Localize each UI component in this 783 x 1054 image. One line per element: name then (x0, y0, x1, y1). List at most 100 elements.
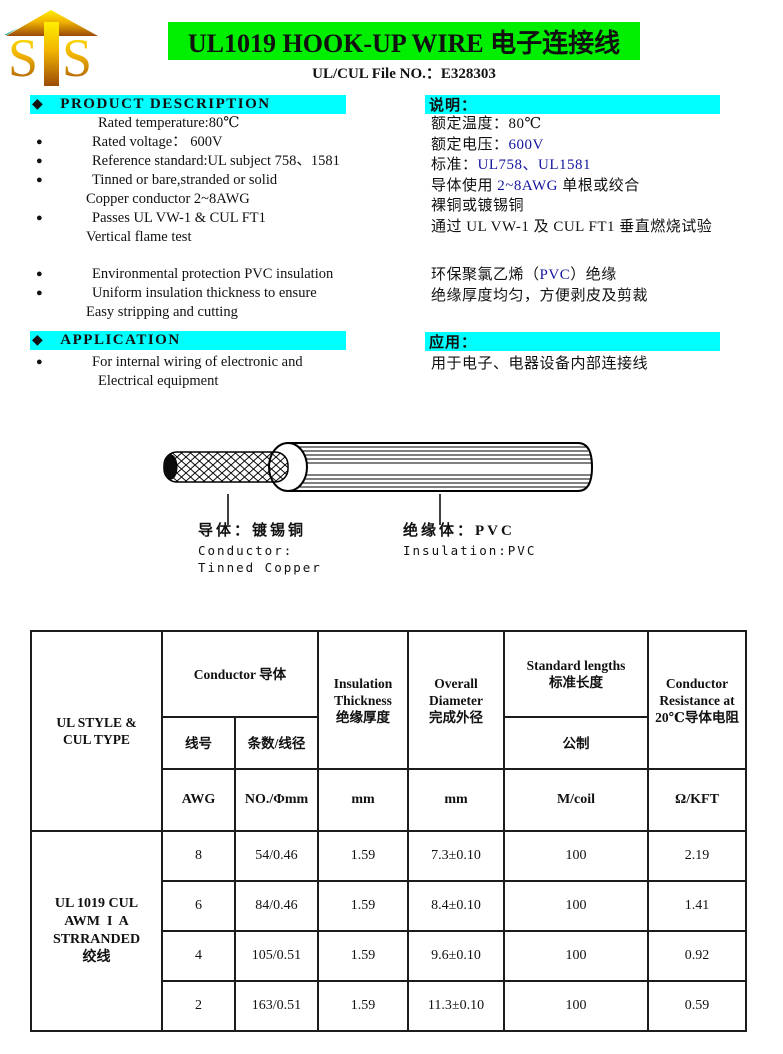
text-line: 用于电子、电器设备内部连接线 (425, 354, 760, 375)
conductor-label-en: Conductor: (198, 543, 294, 558)
unit-cell: NO./Φmm (234, 768, 319, 832)
spec-value-cell: 11.3±0.10 (407, 980, 505, 1032)
insulation-label-cn: 绝缘体：PVC (403, 523, 515, 539)
spec-value-cell: 7.3±0.10 (407, 830, 505, 882)
application-cn-title: 应用： (429, 335, 478, 351)
table-row: 6 84/0.46 1.59 8.4±0.10 100 1.41 (31, 880, 747, 932)
text-segment: 用于电子、电器设备内部连接线 (431, 356, 649, 372)
spec-value-cell: 6 (161, 880, 236, 932)
insulation-label: 绝缘体：PVC Insulation:PVC (403, 521, 536, 559)
spec-value-cell: 163/0.51 (234, 980, 319, 1032)
circle-bullet-icon: ● (36, 356, 43, 368)
text-segment: 导体使用 (431, 177, 498, 194)
col-header-overall-diameter: Overall Diameter 完成外径 (407, 630, 505, 770)
diamond-bullet-icon: ◆ (32, 333, 45, 348)
spec-value-cell: 9.6±0.10 (407, 930, 505, 982)
file-number: UL/CUL File NO.：E328303 (312, 66, 496, 82)
conductor-end-cap (164, 454, 178, 480)
spec-value-cell: 1.59 (317, 880, 409, 932)
text-line: ● Passes UL VW-1 & CUL FT1 (30, 209, 402, 228)
application-cn-header: 应用： (425, 332, 720, 351)
unit-cell: AWG (161, 768, 236, 832)
text-line: Copper conductor 2~8AWG (30, 190, 402, 209)
text-line: 通过 UL VW-1 及 CUL FT1 垂直燃烧试验 (425, 217, 760, 238)
product-description-items: Rated temperature:80℃ ● Rated voltage： 600… (30, 114, 402, 322)
conductor-label: 导体：镀锡铜 Conductor: Tinned Copper (198, 521, 322, 576)
table-row: 2 163/0.51 1.59 11.3±0.10 100 0.59 (31, 980, 747, 1032)
application-items: ● For internal wiring of electronic and El… (30, 353, 402, 391)
insulation-hatch-lines (290, 446, 591, 488)
spec-value-cell: 1.41 (647, 880, 747, 932)
text-segment: 额定温度：80℃ (431, 116, 542, 132)
text-line: 环保聚氯乙烯（PVC）绝缘 (425, 265, 760, 286)
spec-value-cell: 0.92 (647, 930, 747, 982)
diamond-bullet-icon: ◆ (32, 97, 45, 112)
conductor-label-cn: 导体：镀锡铜 (198, 523, 307, 539)
logo-accent-sliver (4, 28, 18, 35)
col-header-strands: 条数/线径 (234, 716, 319, 770)
ul-style-cell: UL 1019 CUL AWM I A STRRANDED 绞线 (30, 830, 163, 1032)
text-segment: 绝缘厚度均匀，方便剥皮及剪裁 (431, 287, 649, 304)
text-segment: ）绝缘 (570, 267, 617, 283)
text-line: 标准：UL758、UL1581 (425, 155, 760, 176)
text-line: ● Reference standard:UL subject 758、1581 (30, 152, 402, 171)
wire-diagram (163, 442, 594, 525)
text-segment: Electrical equipment (98, 373, 219, 389)
text-line: ● For internal wiring of electronic and (30, 353, 402, 372)
description-cn-items: 额定温度：80℃ 额定电压：600V 标准：UL758、UL1581 导体使用 2~8… (425, 114, 760, 306)
text-line: 导体使用 2~8AWG 单根或绞合 (425, 176, 760, 197)
text-line: ● Uniform insulation thickness to ensure (30, 284, 402, 303)
text-segment: Passes UL VW-1 & CUL FT1 (92, 210, 266, 226)
spec-value-cell: 8 (161, 830, 236, 882)
spec-value-cell: 105/0.51 (234, 930, 319, 982)
circle-bullet-icon: ● (36, 287, 43, 299)
sts-logo: S S (4, 10, 98, 88)
text-line: ● Tinned or bare,stranded or solid (30, 171, 402, 190)
application-header: ◆ APPLICATION (30, 331, 346, 350)
spec-value-cell: 0.59 (647, 980, 747, 1032)
spec-value-cell: 100 (503, 980, 649, 1032)
table-row: 4 105/0.51 1.59 9.6±0.10 100 0.92 (31, 930, 747, 982)
spec-value-cell: 100 (503, 930, 649, 982)
col-header-resistance: Conductor Resistance at 20℃导体电阻 (647, 630, 747, 770)
logo-letter-s-left: S (8, 28, 38, 88)
col-header-ul-style: UL STYLE & CUL TYPE (30, 630, 163, 832)
logo-arrow-shaft (44, 22, 59, 86)
text-line: Vertical flame test (30, 228, 402, 247)
col-header-standard-lengths: Standard lengths 标准长度 (503, 630, 649, 718)
spec-value-cell: 1.59 (317, 930, 409, 982)
text-segment: Tinned or bare,stranded or solid (92, 172, 278, 188)
spec-value-cell: 100 (503, 880, 649, 932)
text-line: 绝缘厚度均匀，方便剥皮及剪裁 (425, 286, 760, 307)
text-segment: 600V (508, 136, 544, 153)
logo-letter-s-right: S (62, 28, 92, 88)
insulation-body (287, 442, 594, 492)
text-line: Electrical equipment (30, 372, 402, 391)
col-header-insulation: Insulation Thickness 绝缘厚度 (317, 630, 409, 770)
chinese-column: 说明： 额定温度：80℃ 额定电压：600V 标准：UL758、UL1581 导体使用… (425, 95, 760, 375)
text-segment: 2~8AWG (497, 177, 559, 194)
text-segment: Environmental protection PVC insulation (92, 266, 334, 282)
circle-bullet-icon: ● (36, 136, 43, 148)
spec-value-cell: 4 (161, 930, 236, 982)
unit-cell: Ω/KFT (647, 768, 747, 832)
col-header-wire-no: 线号 (161, 716, 236, 770)
text-line: 额定电压：600V (425, 135, 760, 156)
text-segment: 环保聚氯乙烯（ (431, 267, 540, 283)
col-header-metric: 公制 (503, 716, 649, 770)
text-segment: Rated voltage： 600V (92, 134, 223, 150)
text-segment: Copper conductor 2~8AWG (86, 191, 250, 207)
text-line: Easy stripping and cutting (30, 303, 402, 322)
unit-cell: mm (317, 768, 409, 832)
spec-value-cell: 84/0.46 (234, 880, 319, 932)
spec-value-cell: 2 (161, 980, 236, 1032)
text-segment: 额定电压： (431, 136, 509, 153)
text-line: ● Rated voltage： 600V (30, 133, 402, 152)
page-title: UL1019 HOOK-UP WIRE 电子连接线 (168, 22, 640, 60)
text-segment: Reference standard:UL subject 758、1581 (92, 153, 340, 169)
description-cn-header: 说明： (425, 95, 720, 114)
text-line: Rated temperature:80℃ (30, 114, 402, 133)
text-line: ● Environmental protection PVC insulation (30, 265, 402, 284)
spec-value-cell: 1.59 (317, 980, 409, 1032)
text-segment: 标准： (431, 157, 478, 173)
